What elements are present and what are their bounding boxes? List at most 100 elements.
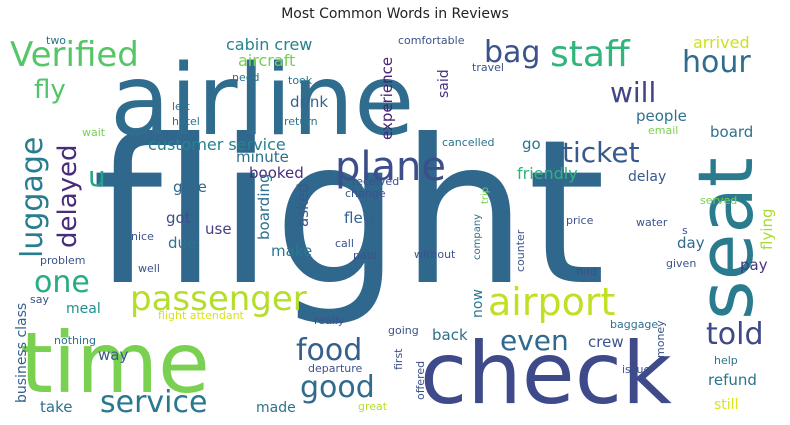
word-received: received	[352, 175, 399, 188]
word-great: great	[358, 400, 388, 413]
word-verified: Verified	[10, 35, 139, 75]
word-price: price	[566, 214, 594, 227]
word-use: use	[205, 220, 232, 238]
word-make: make	[271, 242, 312, 260]
word-asked: asked	[294, 183, 312, 227]
word-baggage: baggage	[610, 318, 658, 331]
word-refund: refund	[708, 371, 757, 389]
word-made: made	[256, 400, 296, 416]
word-aircraft: aircraft	[238, 51, 295, 70]
word-problem: problem	[40, 254, 86, 267]
word-flew: flew	[344, 209, 375, 227]
word-u: u	[88, 160, 106, 193]
word-due: due	[168, 234, 196, 252]
word-hour: hour	[682, 45, 751, 80]
word-paid: paid	[353, 249, 377, 262]
word-booked: booked	[249, 164, 304, 182]
word-cabin-crew: cabin crew	[226, 35, 312, 54]
word-now: now	[470, 289, 486, 318]
word-counter: counter	[514, 229, 527, 272]
word-day: day	[677, 234, 705, 252]
word-trip: trip	[480, 187, 491, 204]
word-call: call	[335, 237, 354, 250]
word-find: find	[576, 265, 597, 278]
word-water: water	[636, 216, 668, 229]
word-email: email	[648, 124, 678, 137]
word-food: food	[296, 333, 362, 368]
word-arrived: arrived	[693, 33, 750, 52]
word-comfortable: comfortable	[398, 34, 465, 47]
word-change: change	[345, 187, 386, 200]
word-drink: drink	[290, 93, 328, 111]
word-return: return	[284, 115, 318, 128]
word-luggage: luggage	[15, 137, 50, 258]
word-hotel: hotel	[172, 115, 200, 128]
word-said: said	[436, 69, 452, 98]
word-meal: meal	[66, 301, 101, 317]
word-took: took	[288, 74, 313, 87]
word-go: go	[522, 135, 541, 153]
word-say: say	[30, 293, 49, 306]
word-bag: bag	[484, 35, 540, 70]
word-gate: gate	[173, 178, 207, 196]
word-even: even	[500, 324, 569, 357]
word-without: without	[414, 248, 456, 261]
word-nothing: nothing	[54, 334, 96, 347]
word-offered: offered	[414, 361, 427, 400]
word-nice: nice	[131, 230, 154, 243]
word-seat: seat	[681, 157, 770, 320]
word-back: back	[432, 326, 468, 344]
word-travel: travel	[472, 61, 504, 74]
word-first: first	[392, 348, 405, 370]
word-plane: plane	[335, 144, 446, 190]
word-flight-attendant: flight attendant	[158, 309, 245, 322]
word-well: well	[138, 262, 160, 275]
word-still: still	[714, 397, 738, 413]
word-left: left	[172, 100, 191, 113]
word-people: people	[636, 107, 687, 125]
word-check: check	[420, 324, 672, 424]
chart-title: Most Common Words in Reviews	[281, 6, 509, 22]
word-customer-service: customer service	[148, 135, 286, 154]
word-passenger: passenger	[130, 279, 307, 319]
word-departure: departure	[308, 362, 363, 375]
word-board: board	[710, 123, 753, 141]
word-delayed: delayed	[53, 144, 83, 248]
word-help: help	[714, 354, 738, 367]
word-will: will	[610, 76, 656, 109]
word-cancelled: cancelled	[442, 136, 494, 149]
word-business-class: business class	[14, 303, 30, 403]
word-pay: pay	[740, 256, 768, 274]
word-service: service	[100, 385, 207, 420]
word-crew: crew	[588, 333, 624, 351]
word-boarding: boarding	[255, 173, 273, 240]
word-staff: staff	[550, 34, 631, 75]
word-money: money	[654, 320, 667, 358]
word-really: really	[314, 314, 345, 327]
word-ticket: ticket	[562, 136, 640, 169]
word-told: told	[706, 317, 764, 352]
word-delay: delay	[628, 169, 666, 185]
word-experience: experience	[378, 57, 396, 140]
word-flight: flight	[92, 97, 606, 330]
word-fly: fly	[34, 75, 66, 105]
word-way: way	[98, 346, 128, 364]
word-two: two	[46, 34, 66, 47]
word-flying: flying	[758, 208, 776, 250]
word-time: time	[20, 314, 210, 412]
word-minute: minute	[236, 148, 289, 166]
word-need: need	[232, 71, 260, 84]
word-airport: airport	[488, 280, 615, 324]
word-given: given	[666, 257, 696, 270]
word-airline: airline	[110, 44, 414, 158]
word-got: got	[166, 209, 191, 227]
word-good: good	[300, 370, 375, 405]
word-going: going	[388, 324, 419, 337]
word-s: s	[682, 224, 688, 237]
word-take: take	[40, 398, 72, 416]
word-served: served	[700, 194, 737, 207]
word-issue: issue	[622, 363, 650, 376]
word-company: company	[472, 214, 483, 260]
word-one: one	[34, 265, 90, 300]
